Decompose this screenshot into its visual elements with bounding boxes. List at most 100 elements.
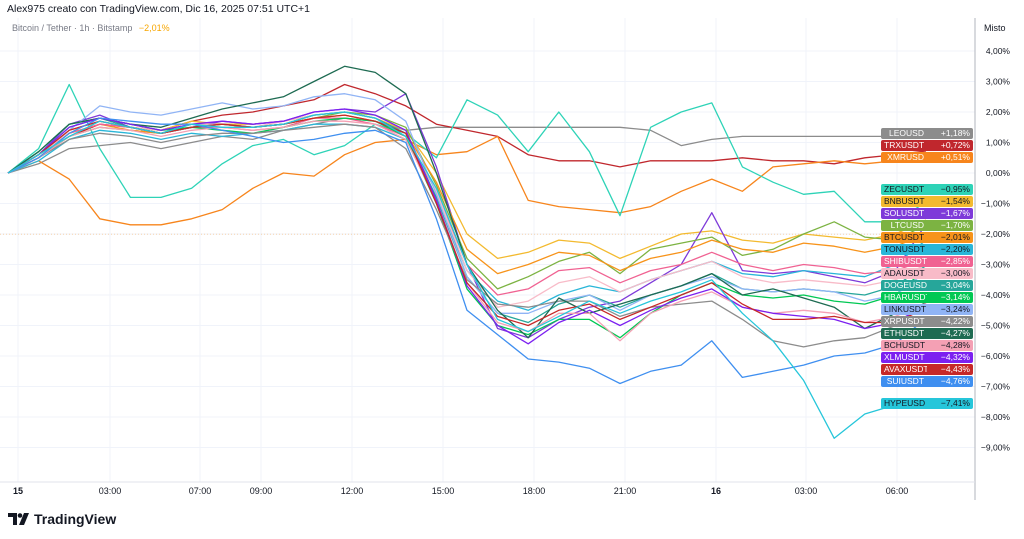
series-tag-tonusdt[interactable]: TONUSDT −2,20%: [881, 244, 973, 255]
series-tag-value: +0,72%: [927, 140, 973, 151]
series-tag-symbol: LTCUSD: [881, 220, 927, 231]
x-tick-label: 09:00: [250, 486, 273, 496]
series-line-xmrusd[interactable]: [7, 135, 927, 226]
series-line-linkusdt[interactable]: [7, 93, 927, 314]
series-tag-bnbusdt[interactable]: BNBUSDT −1,54%: [881, 196, 973, 207]
x-tick-label: 07:00: [189, 486, 212, 496]
y-tick-label: −1,00%: [981, 199, 1011, 209]
y-tick-label: 3,00%: [986, 77, 1011, 87]
series-tag-value: +1,18%: [927, 128, 973, 139]
y-tick-label: −3,00%: [981, 260, 1011, 270]
series-tag-suiusdt[interactable]: SUIUSDT −4,76%: [881, 376, 973, 387]
series-tag-value: −2,01%: [927, 232, 973, 243]
series-tag-value: −3,04%: [927, 280, 973, 291]
series-tag-symbol: SUIUSDT: [881, 376, 927, 387]
x-tick-label: 15: [13, 486, 23, 496]
series-tag-value: −4,22%: [927, 316, 973, 327]
series-tag-xmrusd[interactable]: XMRUSD +0,51%: [881, 152, 973, 163]
series-tag-shibusdt[interactable]: SHIBUSDT −2,85%: [881, 256, 973, 267]
y-tick-label: −7,00%: [981, 382, 1011, 392]
series-tag-value: −1,54%: [927, 196, 973, 207]
series-tag-value: −3,24%: [927, 304, 973, 315]
series-tag-hbarusdt[interactable]: HBARUSDT −3,14%: [881, 292, 973, 303]
series-tag-value: −1,70%: [927, 220, 973, 231]
series-tag-value: −3,00%: [927, 268, 973, 279]
series-tag-btcusdt[interactable]: BTCUSDT −2,01%: [881, 232, 973, 243]
logo-text: TradingView: [34, 511, 117, 527]
symbol-change: −2,01%: [138, 23, 170, 33]
series-tag-symbol: BTCUSDT: [881, 232, 927, 243]
series-line-hypeusd[interactable]: [7, 111, 927, 439]
series-tag-value: −4,28%: [927, 340, 973, 351]
series-tag-symbol: BCHUSDT: [881, 340, 927, 351]
series-tag-bchusdt[interactable]: BCHUSDT −4,28%: [881, 340, 973, 351]
series-tag-symbol: LEOUSD: [881, 128, 927, 139]
tradingview-logo-icon: [8, 513, 29, 525]
series-line-xrpusdt[interactable]: [7, 123, 927, 348]
x-tick-label: 12:00: [341, 486, 364, 496]
series-tag-symbol: ETHUSDT: [881, 328, 927, 339]
series-tag-xlmusdt[interactable]: XLMUSDT −4,32%: [881, 352, 973, 363]
series-tag-value: −2,20%: [927, 244, 973, 255]
series-tag-hypeusd[interactable]: HYPEUSD −7,41%: [881, 398, 973, 409]
series-tag-xrpusdt[interactable]: XRPUSDT −4,22%: [881, 316, 973, 327]
y-tick-label: −4,00%: [981, 290, 1011, 300]
chart-attribution: Alex975 creato con TradingView.com, Dic …: [7, 3, 311, 15]
x-tick-label: 03:00: [99, 486, 122, 496]
series-tag-symbol: HBARUSDT: [881, 292, 931, 303]
series-tag-solusdt[interactable]: SOLUSDT −1,67%: [881, 208, 973, 219]
x-tick-label: 06:00: [886, 486, 909, 496]
series-tag-value: −4,43%: [927, 364, 973, 375]
series-tag-avaxusdt[interactable]: AVAXUSDT −4,43%: [881, 364, 973, 375]
series-tag-symbol: ADAUSDT: [881, 268, 927, 279]
x-tick-label: 03:00: [795, 486, 818, 496]
x-tick-label: 21:00: [614, 486, 637, 496]
series-line-suiusdt[interactable]: [7, 117, 927, 385]
y-tick-label: 1,00%: [986, 138, 1011, 148]
series-tag-value: −3,14%: [927, 292, 973, 303]
series-tag-value: −2,85%: [927, 256, 973, 267]
series-tag-symbol: AVAXUSDT: [881, 364, 929, 375]
series-tag-symbol: XLMUSDT: [881, 352, 927, 363]
series-tag-symbol: TONUSDT: [881, 244, 927, 255]
y-tick-label: −2,00%: [981, 229, 1011, 239]
series-tag-zecusdt[interactable]: ZECUSDT −0,95%: [881, 184, 973, 195]
series-tag-linkusdt[interactable]: LINKUSDT −3,24%: [881, 304, 973, 315]
x-tick-label: 15:00: [432, 486, 455, 496]
series-tag-value: −4,32%: [927, 352, 973, 363]
tradingview-logo[interactable]: TradingView: [8, 511, 116, 527]
series-tag-trxusdt[interactable]: TRXUSDT +0,72%: [881, 140, 973, 151]
series-line-leousd[interactable]: [7, 117, 927, 174]
series-tag-symbol: TRXUSDT: [881, 140, 927, 151]
series-tag-value: −1,67%: [927, 208, 973, 219]
series-tag-adausdt[interactable]: ADAUSDT −3,00%: [881, 268, 973, 279]
y-tick-label: −5,00%: [981, 321, 1011, 331]
time-axis: 15 03:00 07:00 09:00 12:00 15:00 18:00 21:00 16 0…: [0, 481, 975, 496]
y-tick-label: −8,00%: [981, 412, 1011, 422]
series-tag-symbol: SHIBUSDT: [881, 256, 927, 267]
symbol-legend[interactable]: Bitcoin / Tether · 1h · Bitstamp −2,01%: [12, 23, 170, 33]
series-tag-symbol: XRPUSDT: [881, 316, 927, 327]
series-tag-symbol: XMRUSD: [881, 152, 927, 163]
series-line-xlmusdt[interactable]: [7, 108, 927, 345]
series-tag-symbol: SOLUSDT: [881, 208, 927, 219]
series-line-shibusdt[interactable]: [7, 117, 927, 296]
series-tag-ethusdt[interactable]: ETHUSDT −4,27%: [881, 328, 973, 339]
series-tag-leousd[interactable]: LEOUSD +1,18%: [881, 128, 973, 139]
price-axis: 4,00% 3,00% 2,00% 1,00% 0,00% −1,00% −2,00% −3,…: [974, 18, 1011, 500]
series-line-adausdt[interactable]: [7, 111, 927, 308]
series-line-zecusdt[interactable]: [7, 83, 927, 223]
series-tag-value: +0,51%: [927, 152, 973, 163]
series-tag-symbol: BNBUSDT: [881, 196, 927, 207]
series-tag-dogeusdt[interactable]: DOGEUSDT −3,04%: [881, 280, 973, 291]
y-tick-label: 4,00%: [986, 46, 1011, 56]
x-tick-label: 16: [711, 486, 721, 496]
series-line-bchusdt[interactable]: [7, 120, 927, 342]
series-tag-ltcusd[interactable]: LTCUSD −1,70%: [881, 220, 973, 231]
series-tag-value: −7,41%: [927, 398, 973, 409]
y-tick-label: 0,00%: [986, 168, 1011, 178]
series-tag-value: −4,27%: [927, 328, 973, 339]
price-scale-mode[interactable]: Misto: [984, 23, 1006, 33]
y-tick-label: −6,00%: [981, 351, 1011, 361]
